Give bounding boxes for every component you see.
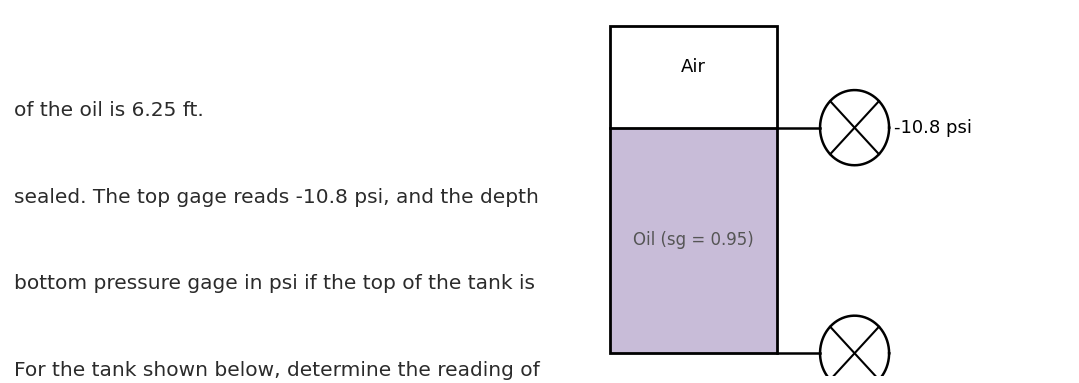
Text: of the oil is 6.25 ft.: of the oil is 6.25 ft.	[14, 101, 204, 121]
Text: Oil (sg = 0.95): Oil (sg = 0.95)	[633, 231, 753, 249]
Bar	[610, 26, 777, 128]
Text: Air: Air	[681, 58, 706, 76]
Text: -10.8 psi: -10.8 psi	[894, 119, 972, 137]
Bar	[610, 128, 777, 353]
Text: bottom pressure gage in psi if the top of the tank is: bottom pressure gage in psi if the top o…	[14, 274, 535, 293]
Text: sealed. The top gage reads -10.8 psi, and the depth: sealed. The top gage reads -10.8 psi, an…	[14, 188, 538, 207]
Bar	[610, 26, 777, 353]
Text: For the tank shown below, determine the reading of: For the tank shown below, determine the …	[14, 361, 540, 380]
